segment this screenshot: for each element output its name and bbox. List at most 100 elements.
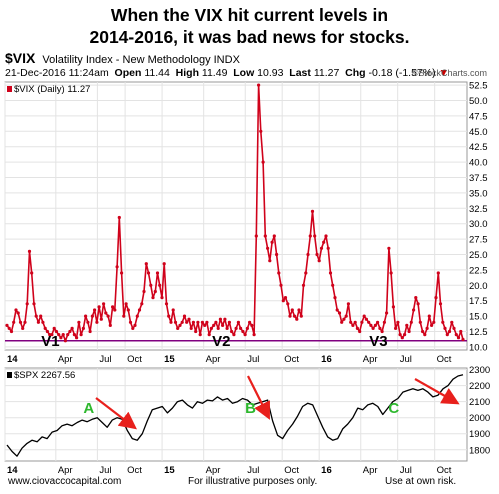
vix-data-point — [371, 326, 375, 330]
vix-data-point — [218, 317, 222, 321]
vix-data-point — [66, 333, 70, 337]
x-tick-label: 15 — [164, 354, 175, 365]
x-tick-label: Oct — [437, 465, 452, 476]
vix-data-point — [254, 234, 258, 238]
vix-data-point — [54, 329, 59, 334]
x-tick-label: Jul — [247, 354, 259, 365]
vix-data-point — [364, 317, 368, 321]
vix-data-point — [405, 323, 409, 327]
vix-data-point — [223, 317, 227, 321]
vix-data-point — [173, 320, 178, 324]
vix-data-point — [425, 326, 429, 330]
vix-data-point — [234, 326, 238, 330]
vix-data-point — [313, 234, 317, 238]
vix-data-point — [447, 329, 452, 334]
vix-data-point — [207, 333, 211, 337]
quote-date: 21-Dec-2016 11:24am — [5, 67, 109, 79]
vix-data-point — [12, 320, 16, 324]
x-tick-label: Jul — [400, 354, 412, 365]
x-tick-label: Oct — [127, 465, 142, 476]
vix-data-point — [301, 283, 306, 287]
vix-data-point — [39, 314, 43, 318]
vix-data-point — [36, 320, 41, 324]
vix-data-point — [346, 302, 350, 306]
vix-data-point — [290, 308, 294, 312]
vix-data-point — [283, 296, 288, 300]
vix-data-point — [236, 320, 240, 324]
vix-data-point — [351, 323, 355, 327]
vix-data-point — [367, 320, 371, 324]
vix-data-point — [391, 305, 395, 309]
vix-data-point — [430, 323, 434, 327]
vix-data-point — [241, 329, 245, 334]
vix-data-point — [398, 333, 402, 337]
chg-label: Chg — [345, 67, 366, 79]
vix-data-point — [160, 296, 164, 300]
vix-data-point — [189, 326, 193, 330]
vix-data-point — [427, 314, 431, 318]
low-value: 10.93 — [257, 67, 284, 79]
vix-data-point — [270, 240, 274, 244]
vix-data-point — [250, 323, 254, 327]
last-value: 11.27 — [313, 67, 340, 79]
y-tick-label: 27.5 — [469, 235, 488, 246]
y-tick-label: 30.0 — [469, 219, 488, 230]
annotation-b: B — [245, 400, 256, 417]
vix-data-point — [230, 329, 234, 334]
vix-data-point — [328, 271, 333, 275]
vix-data-point — [261, 160, 265, 164]
vix-data-point — [167, 314, 171, 318]
y-tick-label: 2000 — [469, 413, 490, 424]
plot-frame — [4, 81, 468, 351]
footer-website: www.ciovaccocapital.com — [8, 476, 122, 487]
x-tick-label: 14 — [7, 465, 18, 476]
vix-data-point — [209, 326, 213, 330]
vix-data-point — [452, 326, 456, 330]
vix-data-point — [198, 333, 202, 337]
x-tick-label: Apr — [206, 465, 221, 476]
vix-data-point — [25, 302, 29, 306]
vix-data-point — [133, 323, 137, 327]
vix-data-point — [423, 333, 427, 337]
x-tick-label: Apr — [58, 354, 73, 365]
vix-data-point — [414, 296, 418, 300]
vix-data-point — [212, 323, 216, 327]
y-tick-label: 42.5 — [469, 142, 488, 153]
vix-data-point — [456, 336, 461, 340]
vix-data-point — [337, 311, 342, 315]
vix-data-point — [432, 320, 436, 324]
vix-data-point — [79, 333, 83, 337]
vix-data-point — [335, 308, 339, 312]
annotation-v2: V2 — [212, 333, 230, 350]
y-tick-label: 22.5 — [469, 265, 488, 276]
y-tick-label: 25.0 — [469, 250, 488, 261]
vix-data-point — [436, 271, 440, 275]
y-tick-label: 52.5 — [469, 81, 488, 92]
y-tick-label: 40.0 — [469, 158, 488, 169]
annotation-v1: V1 — [41, 333, 59, 350]
vix-data-point — [7, 326, 11, 330]
vix-data-point — [286, 302, 290, 306]
vix-data-point — [86, 320, 90, 324]
vix-data-point — [104, 311, 108, 315]
vix-data-point — [75, 336, 79, 340]
stockcharts-logo: ©StockCharts.com — [411, 68, 487, 78]
vix-data-point — [281, 299, 285, 303]
y-tick-label: 45.0 — [469, 127, 488, 138]
x-tick-label: 16 — [321, 354, 332, 365]
y-tick-label: 2300 — [469, 365, 490, 376]
x-tick-label: Apr — [58, 465, 73, 476]
vix-data-point — [126, 308, 130, 312]
vix-data-point — [279, 283, 283, 287]
spx-line — [6, 374, 464, 457]
vix-data-point — [135, 314, 139, 318]
vix-data-point — [68, 329, 72, 334]
vix-data-point — [151, 296, 155, 300]
vix-data-point — [310, 209, 315, 213]
vix-data-point — [131, 326, 135, 330]
vix-data-point — [382, 320, 386, 324]
vix-data-point — [297, 308, 301, 312]
y-tick-label: 50.0 — [469, 96, 488, 107]
vix-data-point — [16, 311, 20, 315]
vix-data-point — [180, 320, 184, 324]
